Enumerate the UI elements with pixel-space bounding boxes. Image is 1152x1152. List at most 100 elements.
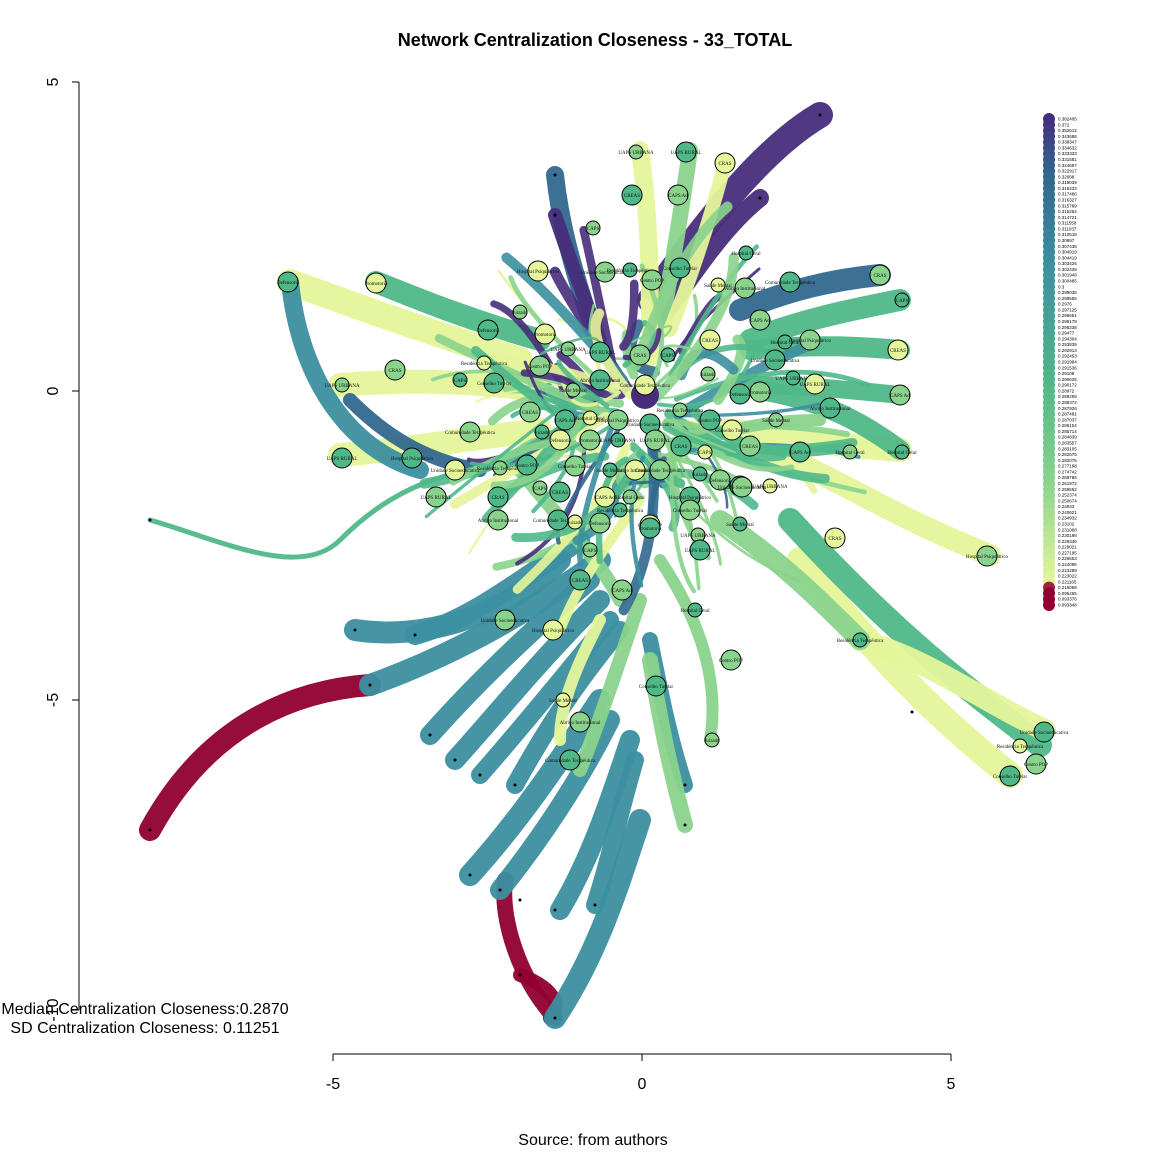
edge-endpoint xyxy=(478,773,482,777)
legend-value: 0.294304 xyxy=(1058,336,1077,341)
legend-value: 0.227195 xyxy=(1058,550,1077,555)
network-node: Hospital Geral xyxy=(731,245,761,261)
edge-endpoint xyxy=(683,783,687,787)
edge-endpoint xyxy=(353,628,357,632)
node-label: CAPS xyxy=(896,299,909,304)
edge-endpoint xyxy=(453,758,457,762)
network-node: Juizado xyxy=(512,304,528,320)
legend-value: 0.240621 xyxy=(1058,510,1077,515)
network-node: CREAS xyxy=(549,481,571,503)
network-edge-bundle xyxy=(739,289,911,351)
node-label: Residência Terapêutica xyxy=(597,509,644,514)
source-caption: Source: from authors xyxy=(518,1132,668,1149)
node-label: Juizado xyxy=(704,739,720,744)
legend-value: 0.292453 xyxy=(1058,354,1077,359)
legend-value: 0.284839 xyxy=(1058,435,1077,440)
network-node: Defensoria xyxy=(277,271,300,293)
network-node: CREAS xyxy=(569,569,591,591)
node-label: Abrigo Institucional xyxy=(478,519,519,524)
network-node: Abrigo Institucional xyxy=(560,711,601,733)
network-node: Promotoria xyxy=(365,272,388,294)
network-node: CAPS Ad xyxy=(749,309,771,331)
node-label: Residência Terapêutica xyxy=(461,362,508,367)
node-label: Juizado xyxy=(567,521,583,526)
node-label: Hospital Psiquiátrico xyxy=(391,457,434,462)
legend-value: 0.300485 xyxy=(1058,279,1077,284)
node-label: CAPS Ad xyxy=(555,419,575,424)
node-label: Comunidade Terapêutica xyxy=(765,281,816,286)
legend-value: 0.229346 xyxy=(1058,539,1077,544)
network-node: Abrigo Institucional xyxy=(478,509,519,531)
legend-value: 0.290172 xyxy=(1058,383,1077,388)
network-edge-bundle xyxy=(554,614,606,746)
node-label: CAPS xyxy=(662,354,675,359)
node-label: Hospital Geral xyxy=(615,496,645,501)
legend-value: 0.290625 xyxy=(1058,377,1077,382)
network-node: CAPS Ad xyxy=(611,579,633,601)
network-edge-bundle xyxy=(420,570,600,745)
network-edge-bundle xyxy=(490,710,620,900)
network-node: CAPS xyxy=(532,480,548,496)
node-label: UAPS URBANA xyxy=(680,534,716,539)
node-label: Unidade Socioeducativa xyxy=(751,359,801,364)
network-node: UAPS URBANA xyxy=(775,370,811,386)
node-label: Juizado xyxy=(692,473,708,478)
legend-value: 0.324697 xyxy=(1058,163,1077,168)
node-label: Residência Terapêutica xyxy=(997,745,1044,750)
legend-value: 0.343688 xyxy=(1058,134,1077,139)
legend-value: 0.223289 xyxy=(1058,568,1077,573)
network-node: Comunidade Terapêutica xyxy=(635,459,686,481)
network-node: Conselho Tutelar xyxy=(993,765,1027,787)
network-edge-bundle xyxy=(654,554,719,746)
edge-endpoint xyxy=(553,213,557,217)
network-node: CREAS xyxy=(621,184,643,206)
node-label: UAPS RURAL xyxy=(671,151,702,156)
network-node: Defensoria xyxy=(589,512,612,534)
network-node: CRAS xyxy=(487,486,509,508)
node-label: Hospital Psiquiátrico xyxy=(789,339,832,344)
network-node: Unidade Socioeducativa xyxy=(1020,721,1070,743)
node-label: Conselho Tutelar xyxy=(663,267,698,272)
network-node: UAPS URBANA xyxy=(600,432,636,448)
legend-value: 0.319039 xyxy=(1058,180,1077,185)
node-label: Unidade Socioeducativa xyxy=(626,423,676,428)
network-node: Promotoria xyxy=(749,381,772,403)
node-label: CREAS xyxy=(572,579,588,584)
legend-value: 0.315254 xyxy=(1058,209,1077,214)
x-tick-label-neg5: -5 xyxy=(326,1076,340,1093)
network-node: Conselho Tutelar xyxy=(558,455,592,477)
legend-value: 0.317486 xyxy=(1058,192,1077,197)
network-node: Defensoria xyxy=(549,429,572,451)
network-node: Defensoria xyxy=(477,319,500,341)
network-node: UAPS URBANA xyxy=(550,341,586,357)
node-label: CAPS xyxy=(699,451,712,456)
network-node: UAPS URBANA xyxy=(618,144,654,160)
node-label: Centro POP xyxy=(515,464,539,469)
node-label: CRAS xyxy=(873,274,886,279)
node-label: Residência Terapêutica xyxy=(477,467,524,472)
node-label: Hospital Geral xyxy=(887,451,917,456)
node-label: CREAS xyxy=(522,411,538,416)
legend-value: 0.224096 xyxy=(1058,562,1077,567)
node-label: Residência Terapêutica xyxy=(607,269,654,274)
network-node: Juizado xyxy=(567,514,583,530)
legend-value: 0.307438 xyxy=(1058,244,1077,249)
node-label: Hospital Psiquiátrico xyxy=(517,270,560,275)
network-node: Hospital Geral xyxy=(835,444,865,460)
network-node: UAPS URBANA xyxy=(680,527,716,543)
network-edge-bundle xyxy=(328,418,552,467)
legend-value: 0.277198 xyxy=(1058,464,1077,469)
legend-value: 0.331581 xyxy=(1058,157,1077,162)
node-label: Saúde Mental xyxy=(762,419,790,424)
network-node: Juizado xyxy=(534,424,550,440)
network-edge-bundle xyxy=(849,629,1056,741)
node-label: Hospital Geral xyxy=(575,417,605,422)
edge-endpoint xyxy=(758,196,762,200)
network-node: CRAS xyxy=(869,264,891,286)
node-label: UAPS URBANA xyxy=(324,384,360,389)
node-label: Unidade Socioeducativa xyxy=(1020,731,1070,736)
node-label: UAPS RURAL xyxy=(640,439,671,444)
node-label: Defensoria xyxy=(709,479,732,484)
network-edge xyxy=(490,413,586,490)
